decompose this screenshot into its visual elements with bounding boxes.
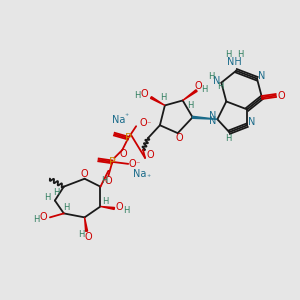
Text: H: H: [123, 206, 129, 215]
Text: H: H: [33, 215, 39, 224]
Text: N: N: [209, 116, 216, 126]
Text: O: O: [81, 169, 88, 179]
Text: H: H: [44, 193, 50, 202]
Text: N: N: [248, 117, 256, 127]
Polygon shape: [85, 218, 88, 231]
Text: O: O: [85, 232, 92, 242]
Text: H: H: [201, 85, 208, 94]
Text: H: H: [208, 72, 214, 81]
Polygon shape: [151, 97, 165, 105]
Text: H: H: [225, 50, 232, 59]
Text: H: H: [160, 93, 166, 102]
Text: H: H: [53, 188, 59, 197]
Text: Na: Na: [134, 169, 147, 179]
Text: N: N: [213, 76, 220, 85]
Text: N: N: [209, 111, 216, 121]
Polygon shape: [183, 90, 197, 101]
Text: ⁺: ⁺: [146, 173, 150, 182]
Text: O: O: [116, 202, 123, 212]
Text: ⁻: ⁻: [136, 159, 140, 168]
Text: O: O: [176, 133, 184, 143]
Polygon shape: [193, 116, 217, 119]
Polygon shape: [100, 206, 115, 209]
Text: H: H: [217, 82, 224, 91]
Text: O: O: [278, 91, 286, 100]
Text: H: H: [101, 176, 108, 185]
Text: ⁺: ⁺: [124, 112, 128, 121]
Text: H: H: [237, 50, 243, 59]
Text: H: H: [79, 230, 85, 239]
Text: O: O: [39, 212, 47, 222]
Text: H: H: [134, 91, 140, 100]
Text: H: H: [64, 203, 70, 212]
Text: H: H: [225, 134, 232, 142]
Text: NH: NH: [227, 57, 242, 67]
Text: O: O: [139, 118, 147, 128]
Text: O: O: [146, 150, 154, 160]
Text: O: O: [119, 149, 127, 159]
Text: H: H: [188, 101, 194, 110]
Text: O: O: [128, 159, 136, 169]
Text: P: P: [109, 157, 116, 167]
Text: O: O: [105, 176, 112, 186]
Text: O: O: [140, 88, 148, 98]
Text: P: P: [125, 133, 132, 143]
Text: Na: Na: [112, 115, 125, 125]
Text: H: H: [102, 197, 109, 206]
Text: ⁻: ⁻: [147, 120, 151, 129]
Text: N: N: [258, 71, 266, 81]
Text: O: O: [195, 81, 203, 91]
